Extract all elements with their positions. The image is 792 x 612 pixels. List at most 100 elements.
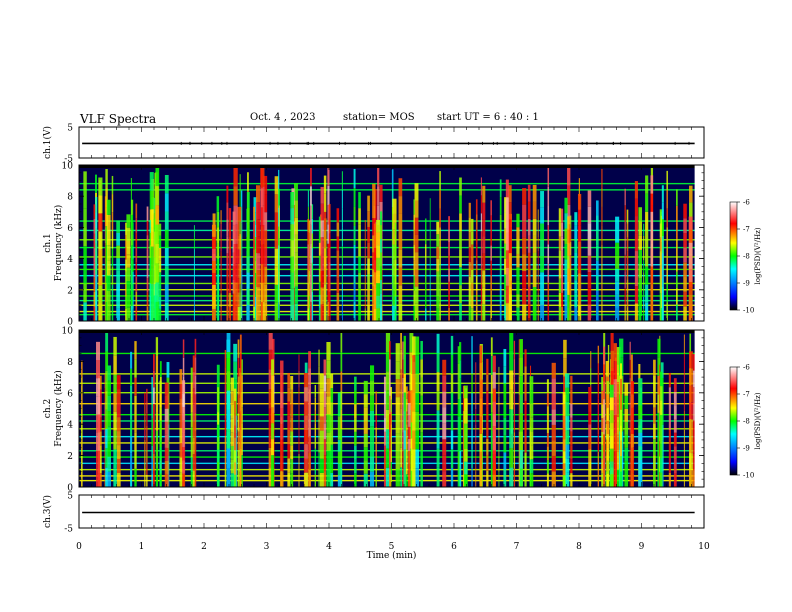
emission-burst [398,231,403,250]
emission-burst [190,397,193,413]
emission-burst [403,335,406,355]
emission-burst [661,185,664,203]
emission-burst [310,282,312,302]
waveform-panel-0: 5-5ch.1(V) [42,124,705,165]
frequency-band-line [79,382,704,384]
emission-burst [595,260,599,276]
emission-burst [241,375,243,392]
emission-burst [287,372,290,388]
emission-burst [547,186,550,207]
emission-burst [463,436,468,449]
emission-burst [224,418,227,436]
emission-burst [505,267,509,286]
emission-burst [570,375,573,390]
y-tick-label: 6 [67,389,73,399]
emission-burst [398,196,403,214]
emission-burst [653,455,656,472]
emission-burst [373,235,378,248]
emission-burst [616,382,621,400]
emission-burst [271,375,275,392]
emission-burst [363,407,368,421]
emission-burst [159,420,162,434]
emission-burst [278,302,280,321]
emission-burst [149,190,154,210]
emission-burst [624,205,626,222]
emission-burst [499,250,502,268]
emission-burst [154,191,157,210]
emission-burst [547,225,550,245]
emission-burst [125,296,127,309]
emission-burst [513,359,516,378]
emission-burst [98,267,103,286]
emission-burst [164,421,169,435]
emission-burst [480,231,482,250]
emission-burst [436,221,440,235]
emission-burst [113,336,117,356]
emission-burst [578,178,580,196]
emission-burst [216,211,220,228]
emission-burst [164,447,169,461]
emission-burst [631,394,635,408]
emission-burst [364,308,366,321]
emission-burst [328,203,331,219]
emission-burst [457,346,460,364]
emission-burst [522,304,527,321]
emission-burst [318,401,320,419]
emission-burst [657,412,661,432]
y-tick-label: 10 [62,327,74,337]
emission-burst [657,375,661,395]
emission-burst [567,255,570,269]
emission-burst [392,213,397,230]
emission-burst [194,431,197,450]
emission-burst [389,450,391,469]
emission-burst [233,166,238,187]
emission-burst [240,304,243,321]
emission-burst [320,270,324,288]
emission-burst [153,403,155,421]
emission-burst [280,407,284,424]
emission-burst [537,293,539,308]
emission-burst [237,306,242,321]
emission-burst [246,256,250,273]
emission-burst [405,449,408,462]
emission-burst [372,252,376,270]
emission-burst [505,232,509,251]
emission-burst [327,205,330,225]
emission-burst [113,449,117,469]
emission-burst [595,275,599,291]
y-tick-label: 4 [67,255,73,265]
emission-burst [410,454,413,471]
emission-burst [574,307,578,321]
emission-burst [403,411,406,431]
emission-burst [151,431,153,446]
emission-burst [125,308,127,321]
emission-burst [328,247,331,263]
emission-burst [337,451,342,464]
emission-burst [293,286,298,304]
emission-burst [159,407,162,421]
emission-burst [116,431,121,446]
emission-burst [237,206,242,222]
emission-burst [329,373,334,389]
emission-burst [326,432,331,451]
emission-burst [132,247,134,260]
emission-burst [463,448,468,462]
emission-burst [609,384,614,398]
emission-burst [634,198,638,217]
emission-burst [164,302,169,321]
emission-burst [298,453,300,471]
emission-burst [364,245,366,258]
emission-burst [668,472,671,487]
y-axis-label: ch.3(V) [42,495,53,528]
emission-burst [369,410,375,427]
emission-burst [524,366,527,384]
emission-burst [540,256,545,273]
emission-burst [323,439,327,456]
emission-burst [400,447,403,468]
emission-burst [224,384,227,402]
emission-burst [394,271,397,285]
emission-burst [676,304,678,321]
emission-burst [104,416,106,431]
emission-burst [605,360,609,377]
emission-burst [353,168,356,188]
